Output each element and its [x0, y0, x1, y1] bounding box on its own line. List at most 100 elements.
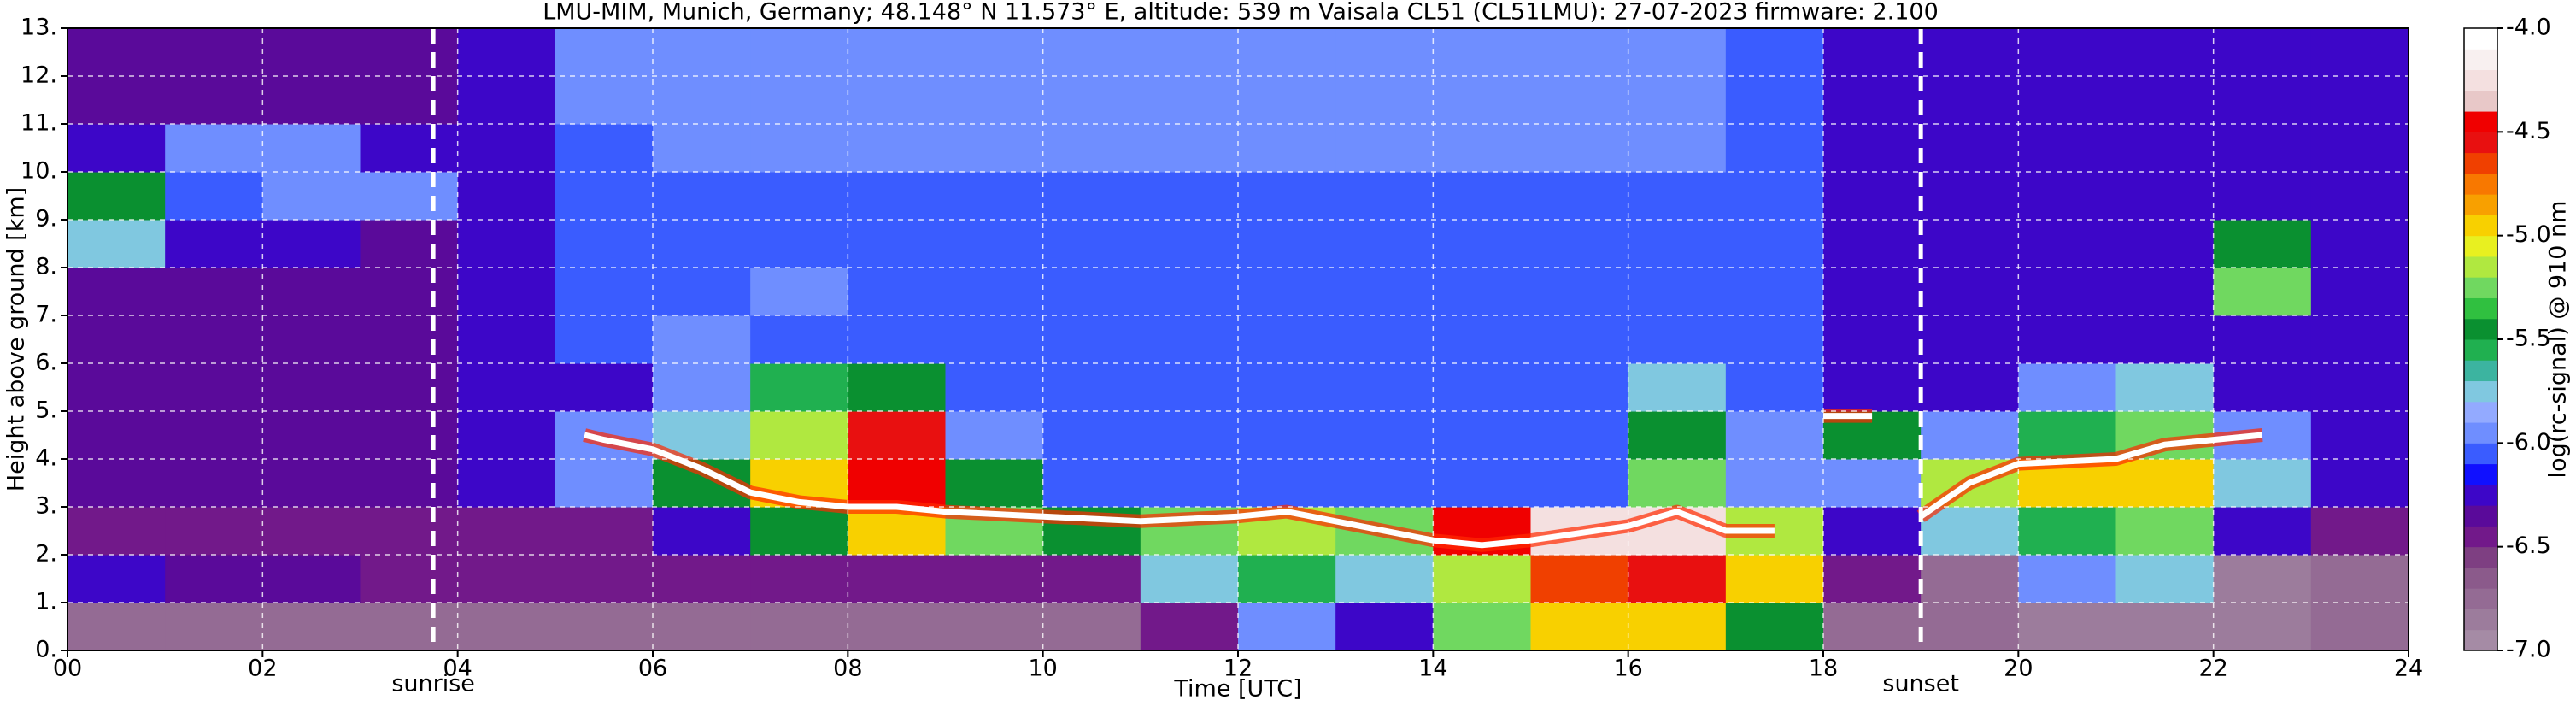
heatmap-cell [360, 124, 459, 173]
annotation-label: sunrise [391, 671, 475, 697]
y-tick-label: 13. [21, 15, 57, 41]
x-tick-label: 18 [1809, 656, 1838, 682]
y-tick-label: 4. [35, 445, 57, 472]
heatmap-cell [360, 555, 459, 603]
heatmap-cell [165, 555, 263, 603]
heatmap-cell [945, 555, 1044, 603]
x-tick-label: 06 [638, 656, 667, 682]
heatmap-cell [2018, 220, 2116, 268]
heatmap-cell [1042, 28, 1141, 77]
heatmap-cell [653, 363, 751, 412]
heatmap-cell [2310, 172, 2409, 221]
heatmap-cell [1823, 76, 1922, 125]
annotation-label: sunset [1882, 671, 1959, 697]
heatmap-cell [1725, 28, 1824, 77]
heatmap-cell [1238, 411, 1336, 460]
heatmap-cell [262, 363, 361, 412]
heatmap-cell [1823, 459, 1922, 508]
y-tick-label: 8. [35, 254, 57, 280]
heatmap-cell [1530, 315, 1629, 364]
colorbar-swatch [2464, 297, 2497, 320]
heatmap-cell [750, 76, 848, 125]
heatmap-cell [1823, 268, 1922, 316]
y-tick-label: 11. [21, 110, 57, 137]
heatmap-cell [945, 459, 1044, 508]
heatmap-cell [1530, 268, 1629, 316]
heatmap-cell [165, 411, 263, 460]
heatmap-cell [457, 555, 556, 603]
heatmap-cell [1433, 603, 1531, 651]
x-tick-label: 24 [2394, 656, 2423, 682]
heatmap-cell [2018, 76, 2116, 125]
colorbar-swatch [2464, 235, 2497, 257]
colorbar-swatch [2464, 132, 2497, 154]
heatmap-cell [2115, 459, 2215, 508]
heatmap-cell [555, 124, 654, 173]
heatmap-cell [1823, 220, 1922, 268]
heatmap-cell [165, 76, 263, 125]
heatmap-cell [457, 459, 556, 508]
heatmap-cell [1725, 124, 1824, 173]
heatmap-cell [1823, 363, 1922, 412]
heatmap-cell [1042, 555, 1141, 603]
heatmap-cell [2310, 603, 2409, 651]
heatmap-cell [67, 603, 166, 651]
heatmap-cell [360, 28, 459, 77]
heatmap-cell [2115, 555, 2215, 603]
heatmap-cell [457, 28, 556, 77]
heatmap-cell [1238, 172, 1336, 221]
heatmap-cell [1335, 411, 1434, 460]
heatmap-cell [1042, 315, 1141, 364]
y-tick-label: 10. [21, 158, 57, 185]
heatmap-cell [1433, 172, 1531, 221]
heatmap-cell [1433, 220, 1531, 268]
heatmap-cell [1823, 172, 1922, 221]
heatmap-cell [945, 268, 1044, 316]
heatmap-cell [1433, 76, 1531, 125]
heatmap-cell [1921, 555, 2019, 603]
heatmap-cell [2115, 603, 2215, 651]
heatmap-cell [67, 28, 166, 77]
heatmap-cell [1042, 220, 1141, 268]
heatmap-cell [945, 411, 1044, 460]
heatmap-cell [2115, 124, 2215, 173]
heatmap-cell [360, 603, 459, 651]
heatmap-cell [165, 124, 263, 173]
heatmap-cell [1628, 411, 1727, 460]
heatmap-cell [2018, 172, 2116, 221]
heatmap-cell [1823, 124, 1922, 173]
x-tick-label: 04 [443, 656, 472, 682]
heatmap-cell [653, 603, 751, 651]
heatmap-cell [1530, 28, 1629, 77]
heatmap-cell [1140, 459, 1239, 508]
heatmap-cell [1140, 172, 1239, 221]
heatmap-cell [1042, 76, 1141, 125]
heatmap-cell [1725, 76, 1824, 125]
heatmap-cell [67, 459, 166, 508]
heatmap-cell [1042, 124, 1141, 173]
heatmap-cell [1335, 363, 1434, 412]
heatmap-cell [1725, 459, 1824, 508]
heatmap-cell [1140, 124, 1239, 173]
colorbar-tick-label: -4.0 [2506, 15, 2551, 41]
heatmap-cell [1921, 28, 2019, 77]
y-tick-label: 0. [35, 637, 57, 663]
plot-frame [67, 27, 2409, 651]
heatmap-cell [653, 172, 751, 221]
heatmap-cell [262, 76, 361, 125]
heatmap-cell [360, 220, 459, 268]
heatmap-cell [67, 76, 166, 125]
heatmap-cell [1725, 315, 1824, 364]
heatmap-cell [2213, 172, 2312, 221]
heatmap-cell [1921, 363, 2019, 412]
heatmap-cell [165, 220, 263, 268]
heatmap-cell [2310, 555, 2409, 603]
heatmap-cell [262, 411, 361, 460]
heatmap-cell [262, 459, 361, 508]
heatmap-cell [848, 76, 946, 125]
heatmap-cell [1238, 315, 1336, 364]
heatmap-cell [555, 268, 654, 316]
heatmap-cell [1823, 315, 1922, 364]
heatmap-cell [1433, 315, 1531, 364]
heatmap-cell [2115, 268, 2215, 316]
